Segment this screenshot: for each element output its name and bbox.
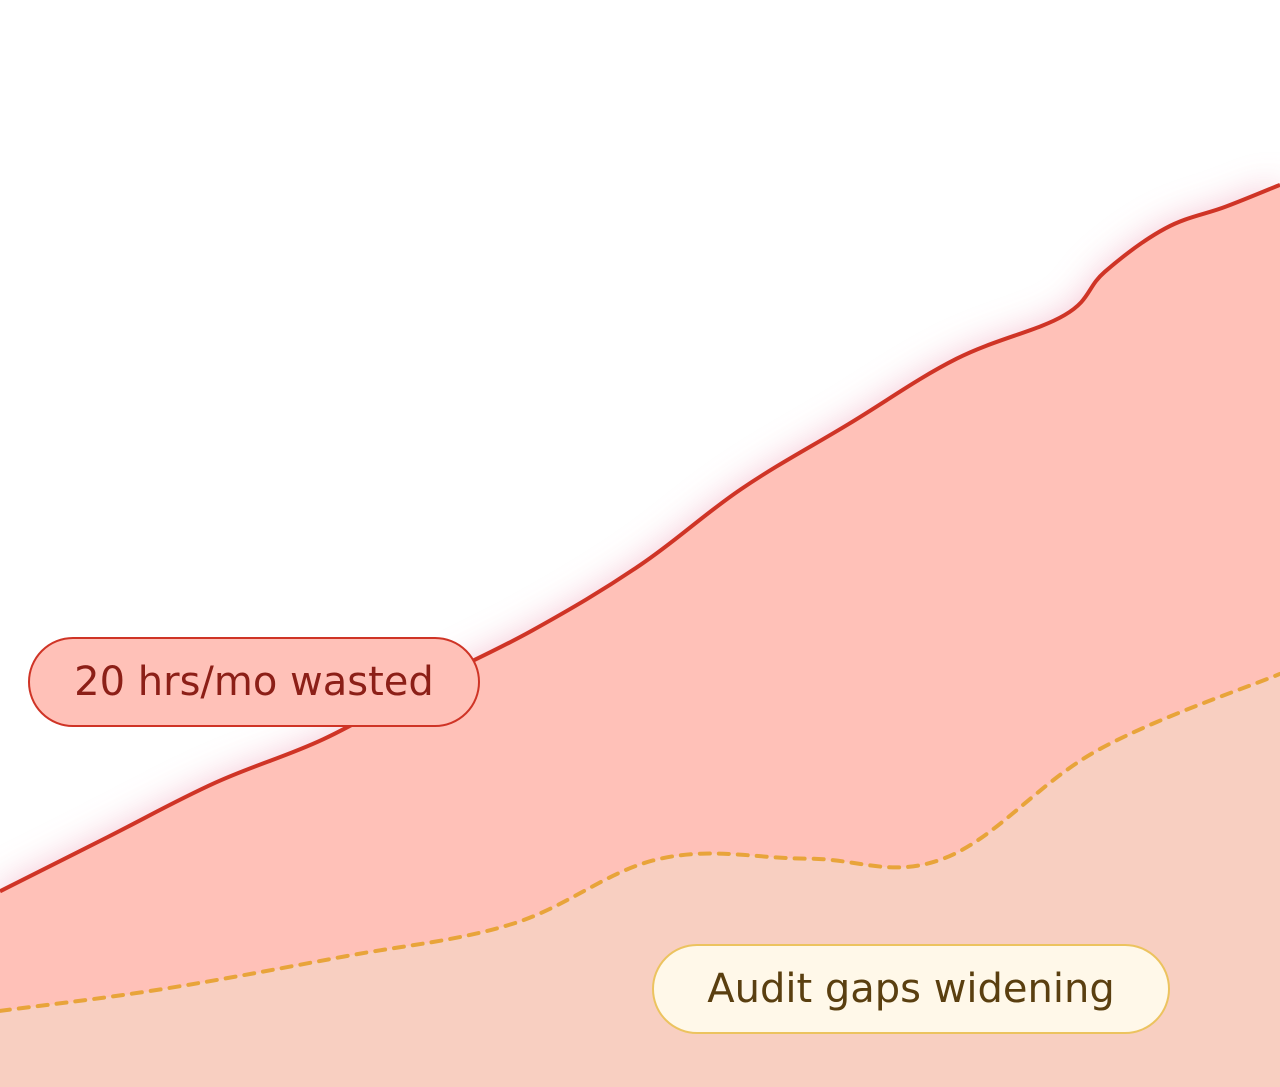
waste-annotation-label: 20 hrs/mo wasted xyxy=(28,637,480,727)
audit-gaps-annotation-label: Audit gaps widening xyxy=(652,944,1170,1034)
waste-line xyxy=(0,182,1280,894)
